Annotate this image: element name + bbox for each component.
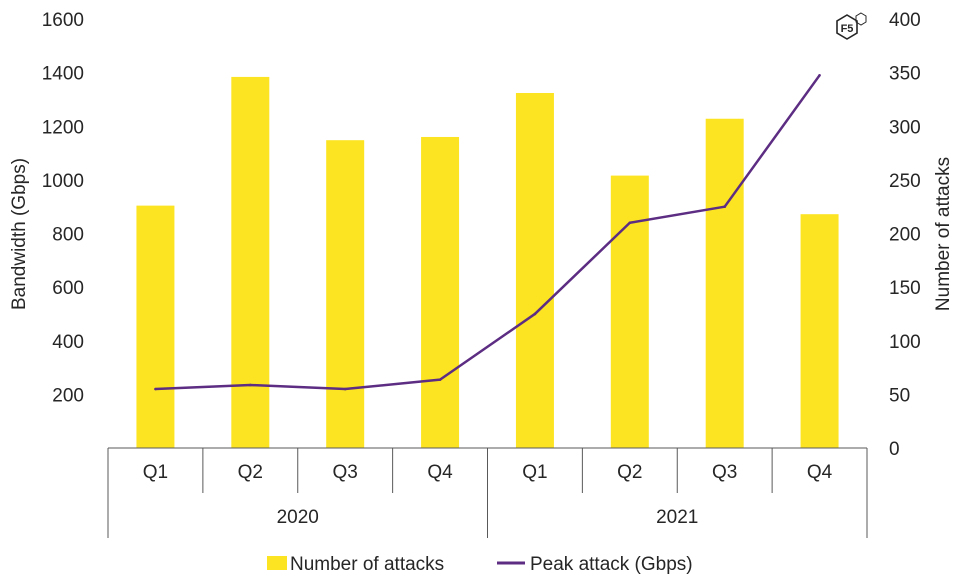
left-axis-ticks: 200 400 600 800 1000 1200 1400 1600 bbox=[42, 10, 84, 406]
category-label: Q3 bbox=[333, 462, 358, 483]
bar bbox=[515, 93, 554, 448]
right-tick-label: 350 bbox=[889, 64, 921, 85]
peak-attack-line bbox=[155, 74, 821, 391]
category-label: Q1 bbox=[143, 462, 168, 483]
left-tick-label: 1200 bbox=[42, 117, 84, 138]
right-axis-title: Number of attacks bbox=[933, 157, 954, 311]
left-tick-label: 1400 bbox=[42, 64, 84, 85]
bar bbox=[705, 118, 744, 449]
right-tick-label: 400 bbox=[889, 10, 921, 31]
bar bbox=[136, 205, 175, 448]
axes-layer bbox=[107, 447, 868, 538]
legend-label-attacks: Number of attacks bbox=[290, 554, 444, 575]
legend-label-peak: Peak attack (Gbps) bbox=[530, 554, 693, 575]
legend-swatch-attacks bbox=[267, 556, 287, 570]
left-tick-label: 800 bbox=[52, 225, 84, 246]
bar bbox=[610, 175, 649, 448]
left-axis-title: Bandwidth (Gbps) bbox=[9, 158, 30, 310]
left-tick-label: 200 bbox=[52, 385, 84, 406]
category-labels: Q1 Q2 Q3 Q4 Q1 Q2 Q3 Q4 2020 2021 bbox=[143, 462, 833, 528]
logo-text: F5 bbox=[841, 23, 854, 35]
line-point bbox=[438, 378, 442, 381]
category-label: Q1 bbox=[522, 462, 547, 483]
left-tick-label: 400 bbox=[52, 332, 84, 353]
line-point bbox=[533, 312, 537, 316]
left-tick-label: 600 bbox=[52, 278, 84, 299]
line-point bbox=[818, 74, 821, 77]
line-point bbox=[723, 205, 726, 208]
bars-layer bbox=[136, 76, 839, 449]
line-point bbox=[249, 383, 252, 387]
right-tick-label: 250 bbox=[889, 171, 921, 192]
category-label: Q4 bbox=[807, 462, 833, 483]
legend: Number of attacks Peak attack (Gbps) bbox=[267, 554, 693, 575]
line-point bbox=[154, 387, 157, 391]
left-tick-label: 1600 bbox=[42, 10, 84, 31]
line-point bbox=[628, 221, 632, 225]
left-tick-label: 1000 bbox=[42, 171, 84, 192]
category-label: Q4 bbox=[427, 462, 453, 483]
right-axis-ticks: 0 50 100 150 200 250 300 350 400 bbox=[889, 10, 921, 460]
bar bbox=[800, 214, 839, 448]
category-label: Q3 bbox=[712, 462, 737, 483]
right-tick-label: 300 bbox=[889, 117, 921, 138]
bar bbox=[326, 140, 365, 448]
category-label: Q2 bbox=[238, 462, 263, 483]
group-label: 2021 bbox=[656, 507, 698, 528]
right-tick-label: 100 bbox=[889, 332, 921, 353]
line-layer bbox=[154, 74, 821, 391]
right-tick-label: 50 bbox=[889, 385, 910, 406]
bar bbox=[231, 76, 270, 448]
group-label: 2020 bbox=[277, 507, 319, 528]
line-point bbox=[343, 387, 347, 391]
right-tick-label: 0 bbox=[889, 439, 900, 460]
right-tick-label: 200 bbox=[889, 225, 921, 246]
right-tick-label: 150 bbox=[889, 278, 921, 299]
category-label: Q2 bbox=[617, 462, 642, 483]
bar bbox=[421, 136, 460, 448]
f5-logo: F5 bbox=[836, 12, 867, 40]
